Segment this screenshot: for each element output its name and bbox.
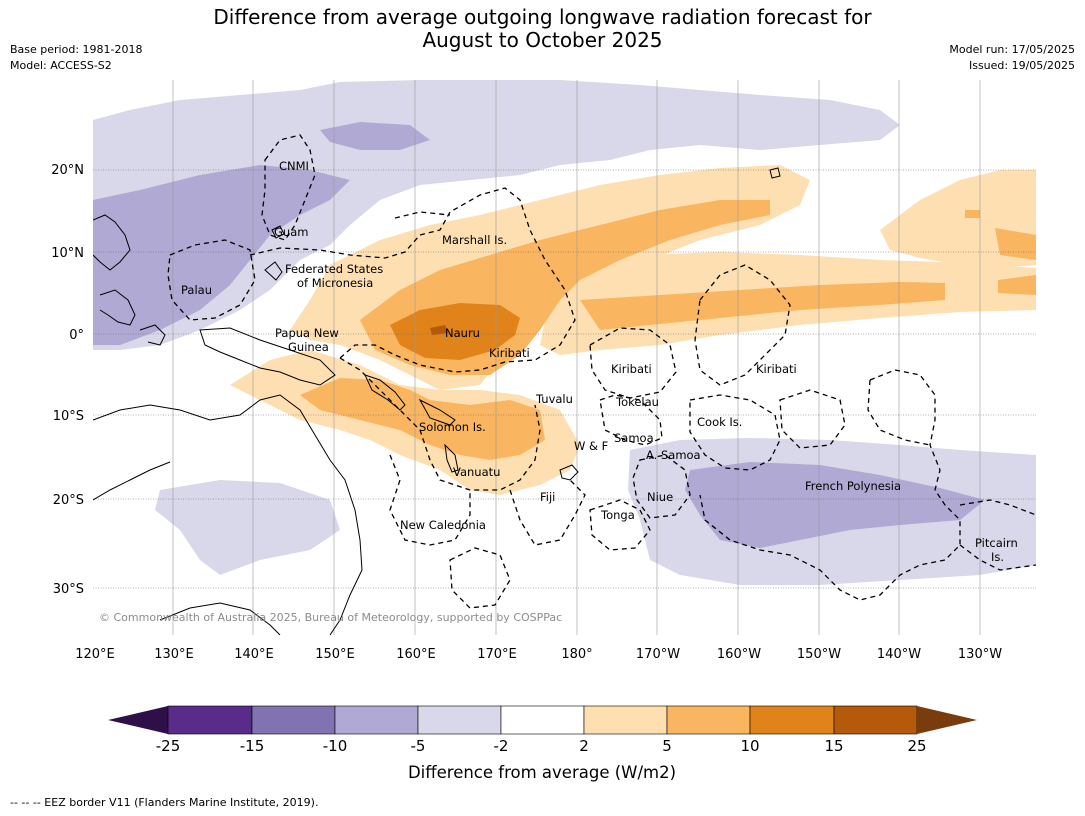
place-kiribati-east: Kiribati bbox=[756, 362, 797, 376]
place-fsm-line1: Federated States bbox=[285, 262, 383, 276]
place-solomon-islands: Solomon Is. bbox=[419, 420, 486, 434]
place-american-samoa: A. Samoa bbox=[646, 448, 701, 462]
place-tonga: Tonga bbox=[600, 508, 635, 522]
colorbar-tick-labels: -25 -15 -10 -5 -2 2 5 10 15 25 bbox=[156, 737, 927, 755]
coastlines bbox=[93, 167, 781, 635]
lat-label-20n: 20°N bbox=[51, 163, 84, 178]
lat-label-20s: 20°S bbox=[53, 493, 84, 508]
place-tuvalu: Tuvalu bbox=[535, 392, 573, 406]
longitude-labels: 120°E 130°E 140°E 150°E 160°E 170°E 180°… bbox=[75, 647, 1002, 662]
place-png-line1: Papua New bbox=[275, 326, 339, 340]
colorbar-box-3 bbox=[334, 705, 419, 735]
title-line-1: Difference from average outgoing longwav… bbox=[213, 5, 872, 29]
colorbar-box-5 bbox=[500, 705, 585, 735]
place-cook-islands: Cook Is. bbox=[697, 415, 742, 429]
place-new-caledonia: New Caledonia bbox=[400, 518, 486, 532]
graticule bbox=[172, 80, 981, 635]
map-title: Difference from average outgoing longwav… bbox=[0, 6, 1085, 52]
place-kiribati-west: Kiribati bbox=[489, 346, 530, 360]
place-wallis-futuna: W & F bbox=[574, 439, 608, 453]
anomaly-dark-orange bbox=[390, 303, 520, 360]
lon-label-180: 180° bbox=[561, 647, 592, 662]
colorbar-box-9 bbox=[833, 705, 918, 735]
place-samoa: Samoa bbox=[614, 431, 654, 445]
place-palau: Palau bbox=[181, 283, 212, 297]
colorbar-extend-high bbox=[917, 706, 977, 734]
anomaly-very-dark-orange bbox=[430, 325, 448, 335]
place-cnmi: CNMI bbox=[279, 159, 309, 173]
place-tokelau: Tokelau bbox=[615, 395, 659, 409]
place-nauru: Nauru bbox=[445, 326, 480, 340]
anomaly-mid-purple bbox=[93, 122, 985, 548]
title-line-2: August to October 2025 bbox=[422, 28, 663, 52]
colorbar-extend-low bbox=[108, 706, 168, 734]
place-french-polynesia: French Polynesia bbox=[805, 479, 901, 493]
lon-label-140e: 140°E bbox=[234, 647, 274, 662]
lon-label-130e: 130°E bbox=[154, 647, 194, 662]
lat-label-10n: 10°N bbox=[51, 246, 84, 261]
base-period: Base period: 1981-2018 bbox=[10, 43, 143, 56]
colorbar-tick: 2 bbox=[579, 737, 589, 755]
lon-label-150e: 150°E bbox=[315, 647, 355, 662]
place-niue: Niue bbox=[647, 490, 673, 504]
lon-label-140w: 140°W bbox=[877, 647, 921, 662]
place-fsm-line2: of Micronesia bbox=[297, 276, 373, 290]
colorbar-box-7 bbox=[666, 705, 751, 735]
lon-label-160w: 160°W bbox=[717, 647, 761, 662]
colorbar-tick: 25 bbox=[907, 737, 926, 755]
colorbar-tick: -2 bbox=[494, 737, 509, 755]
colorbar-box-8 bbox=[749, 705, 835, 735]
colorbar-title: Difference from average (W/m2) bbox=[408, 763, 676, 782]
colorbar-tick: -5 bbox=[411, 737, 426, 755]
place-marshall-islands: Marshall Is. bbox=[442, 233, 507, 247]
colorbar: -25 -15 -10 -5 -2 2 5 10 15 25 Differenc… bbox=[108, 705, 977, 782]
colorbar-box-1 bbox=[167, 705, 253, 735]
colorbar-box-4 bbox=[417, 705, 502, 735]
place-vanuatu: Vanuatu bbox=[453, 465, 500, 479]
lat-label-30s: 30°S bbox=[53, 582, 84, 597]
colorbar-tick: 15 bbox=[824, 737, 843, 755]
colorbar-tick: 5 bbox=[662, 737, 672, 755]
lat-label-0: 0° bbox=[69, 328, 84, 343]
meta-right: Model run: 17/05/2025 Issued: 19/05/2025 bbox=[949, 42, 1075, 74]
model-run: Model run: 17/05/2025 bbox=[949, 43, 1075, 56]
colorbar-tick: 10 bbox=[740, 737, 759, 755]
colorbar-tick: -25 bbox=[156, 737, 181, 755]
place-pitcairn-line1: Pitcairn bbox=[975, 536, 1018, 550]
lon-label-170e: 170°E bbox=[477, 647, 517, 662]
model-name: Model: ACCESS-S2 bbox=[10, 59, 112, 72]
copyright-notice: © Commonwealth of Australia 2025, Bureau… bbox=[99, 611, 562, 624]
colorbar-tick: -15 bbox=[240, 737, 265, 755]
lon-label-120e: 120°E bbox=[75, 647, 115, 662]
place-pitcairn-line2: Is. bbox=[991, 550, 1004, 564]
colorbar-boxes bbox=[167, 705, 918, 735]
lon-label-150w: 150°W bbox=[797, 647, 841, 662]
issued-date: Issued: 19/05/2025 bbox=[968, 59, 1075, 72]
eez-borders bbox=[167, 134, 1036, 609]
place-kiribati-central: Kiribati bbox=[611, 362, 652, 376]
latitude-lines bbox=[93, 169, 1036, 589]
lat-label-10s: 10°S bbox=[53, 409, 84, 424]
place-fiji: Fiji bbox=[540, 490, 555, 504]
lon-label-130w: 130°W bbox=[958, 647, 1002, 662]
colorbar-box-2 bbox=[251, 705, 336, 735]
lon-label-170w: 170°W bbox=[636, 647, 680, 662]
colorbar-box-6 bbox=[583, 705, 668, 735]
meta-left: Base period: 1981-2018 Model: ACCESS-S2 bbox=[10, 42, 142, 74]
latitude-labels: 20°N 10°N 0° 10°S 20°S 30°S bbox=[51, 163, 84, 597]
place-png-line2: Guinea bbox=[288, 340, 329, 354]
colorbar-tick: -10 bbox=[323, 737, 348, 755]
eez-border-note: -- -- -- EEZ border V11 (Flanders Marine… bbox=[10, 796, 319, 809]
olr-anomaly-map: 20°N 10°N 0° 10°S 20°S 30°S 120°E 130°E … bbox=[51, 80, 1036, 782]
lon-label-160e: 160°E bbox=[396, 647, 436, 662]
map-area bbox=[93, 80, 1036, 635]
place-labels: CNMI Guam Marshall Is. Federated States … bbox=[181, 159, 1018, 564]
place-guam: Guam bbox=[274, 225, 308, 239]
